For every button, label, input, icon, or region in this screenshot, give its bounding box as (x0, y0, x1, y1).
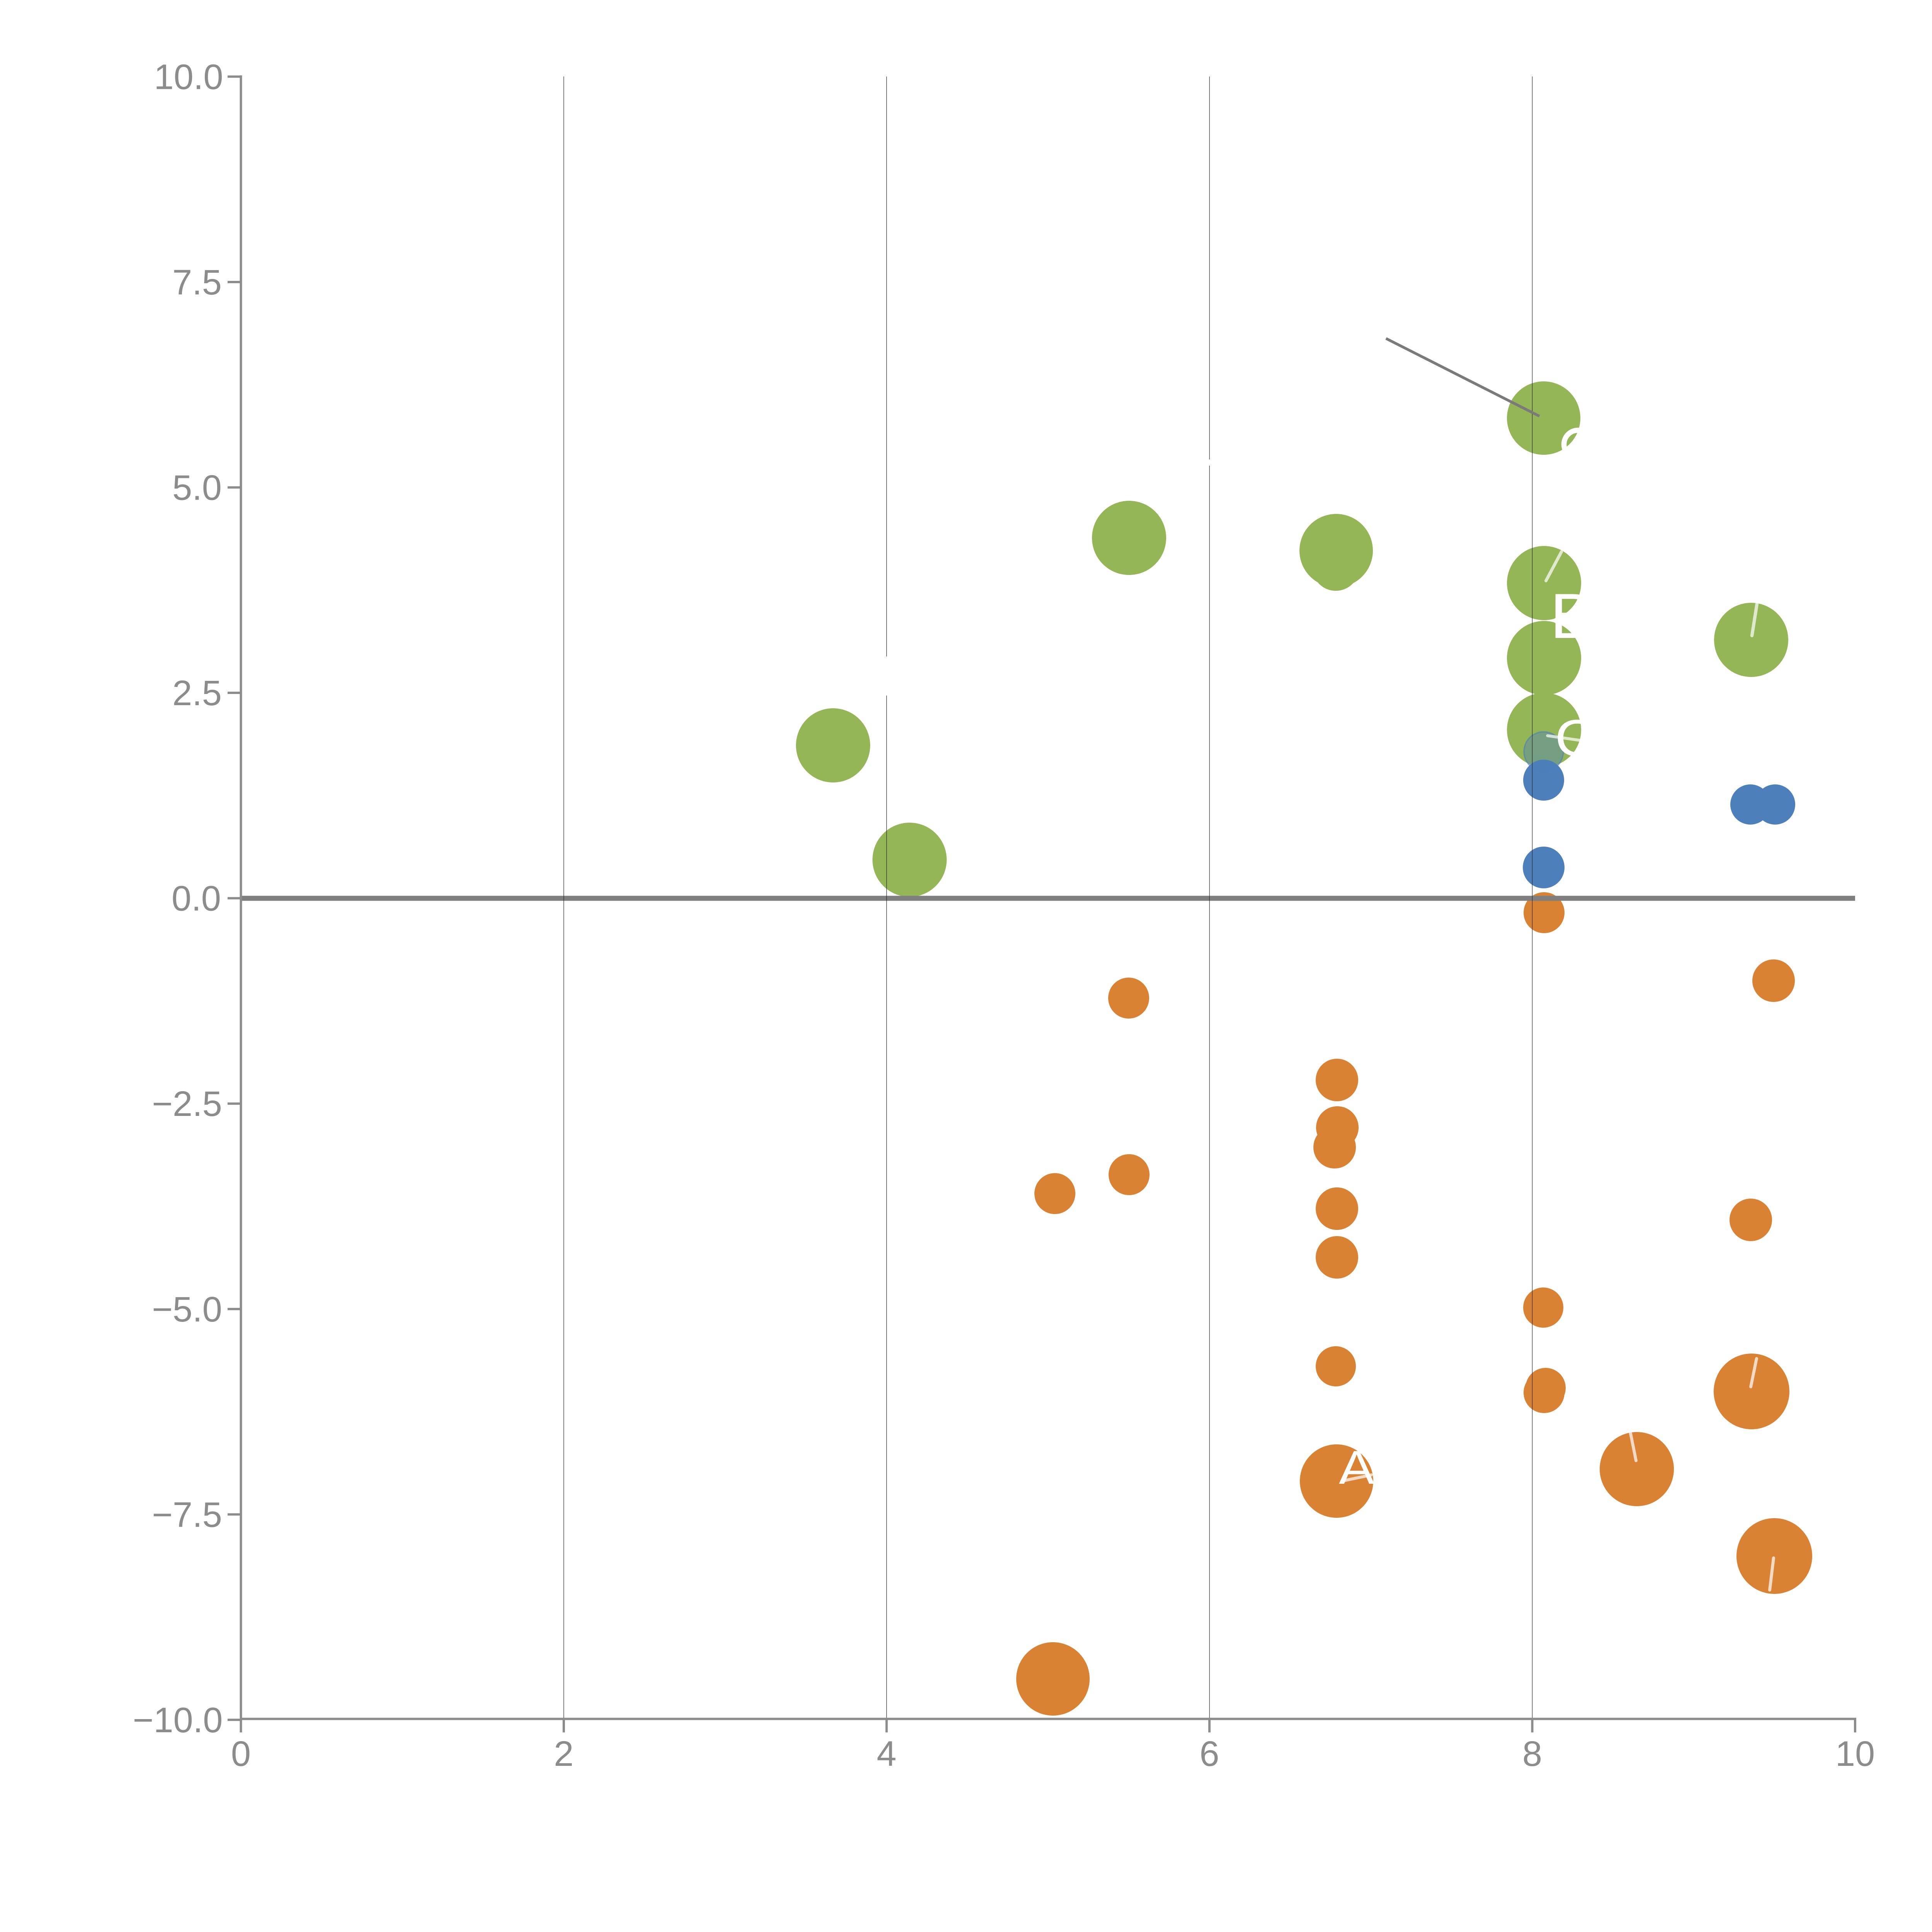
svg-text:0: 0 (231, 1734, 251, 1774)
svg-text:B: B (1550, 581, 1596, 652)
svg-text:5.0: 5.0 (172, 468, 222, 507)
svg-text:−2.5: −2.5 (152, 1084, 222, 1124)
svg-text:4: 4 (877, 1734, 896, 1774)
svg-text:6: 6 (1199, 1734, 1219, 1774)
svg-text:10: 10 (1835, 1734, 1875, 1774)
svg-text:2.5: 2.5 (172, 673, 222, 713)
svg-text:8: 8 (1522, 1734, 1542, 1774)
svg-text:−7.5: −7.5 (152, 1495, 222, 1534)
svg-text:0.0: 0.0 (172, 879, 221, 918)
svg-text:2: 2 (554, 1734, 573, 1774)
svg-text:−10.0: −10.0 (133, 1701, 223, 1740)
svg-text:7.5: 7.5 (172, 263, 222, 302)
svg-text:10.0: 10.0 (154, 57, 223, 97)
svg-text:A: A (1339, 1441, 1374, 1494)
svg-text:−5.0: −5.0 (152, 1290, 222, 1329)
